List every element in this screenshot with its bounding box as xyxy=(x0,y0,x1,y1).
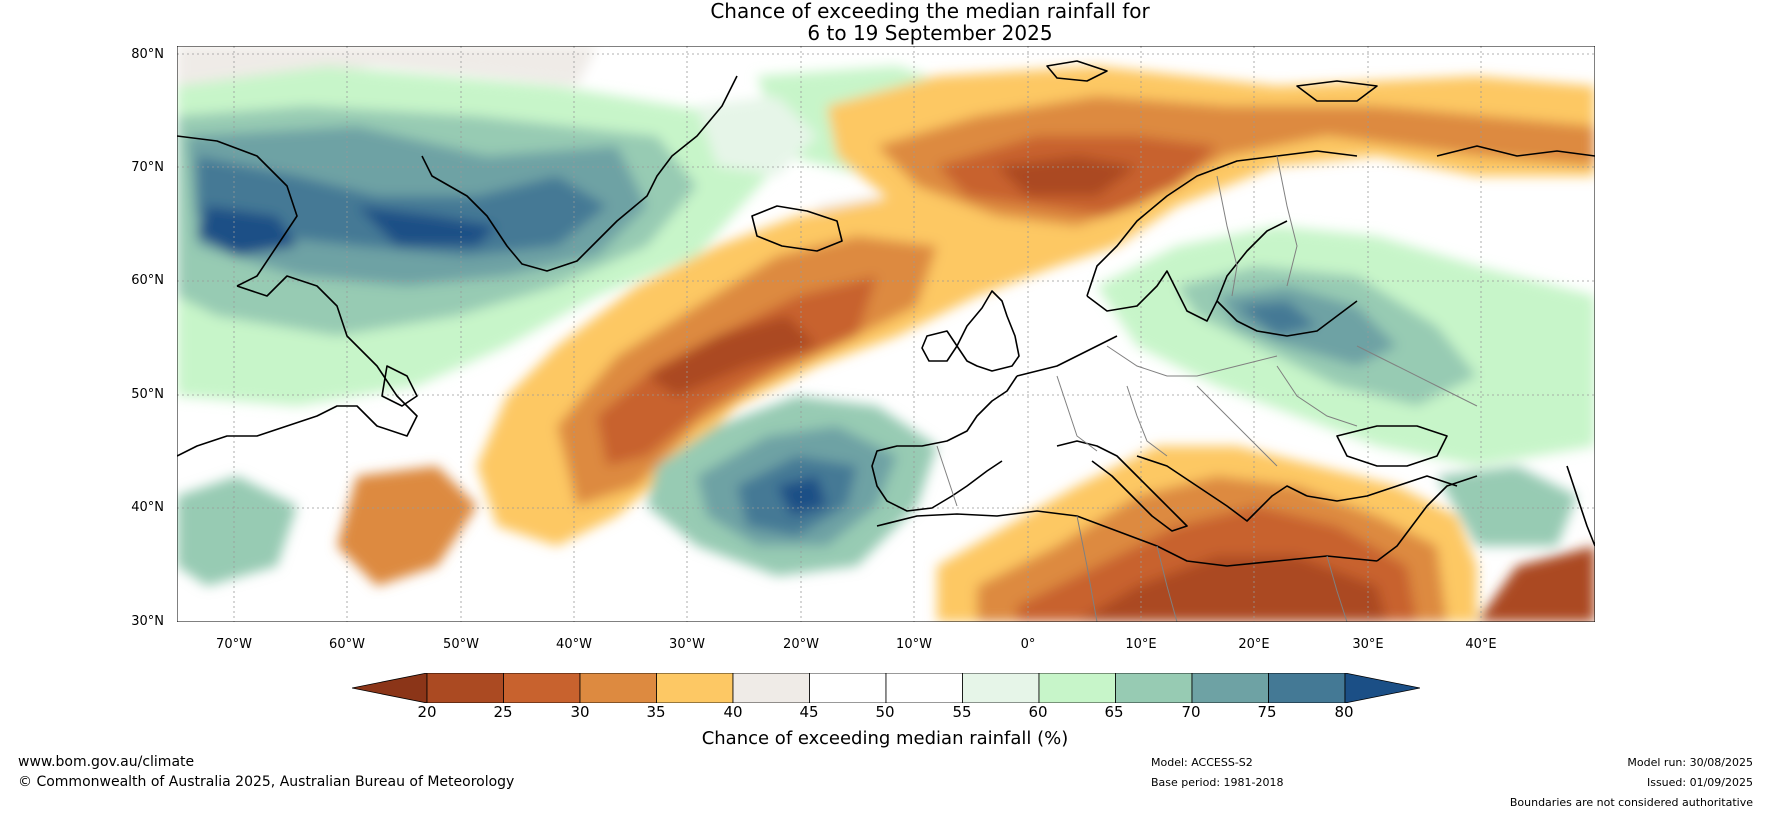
coastlines xyxy=(177,60,1595,567)
source-url: www.bom.gov.au/climate xyxy=(18,754,195,770)
colorbar-label: Chance of exceeding median rainfall (%) xyxy=(701,728,1069,749)
lon-label: 20°E xyxy=(1238,637,1270,652)
colorbar-tick: 65 xyxy=(1104,703,1124,721)
colorbar-tick: 60 xyxy=(1028,703,1048,721)
colorbar-segment xyxy=(962,673,1040,703)
colorbar-tick: 70 xyxy=(1181,703,1201,721)
colorbar-segment xyxy=(1191,673,1269,703)
base-period: Base period: 1981-2018 xyxy=(1151,776,1284,789)
colorbar-tick: 40 xyxy=(723,703,743,721)
lon-label: 10°E xyxy=(1125,637,1157,652)
lon-label: 0° xyxy=(1020,637,1036,652)
lon-label: 30°E xyxy=(1352,637,1384,652)
lat-label: 40°N xyxy=(131,500,164,515)
colorbar-segment xyxy=(656,673,734,703)
issued-date: Issued: 01/09/2025 xyxy=(1646,776,1753,789)
colorbar-tick: 45 xyxy=(799,703,819,721)
colorbar-tick: 80 xyxy=(1334,703,1354,721)
lon-label: 60°W xyxy=(329,637,365,652)
colorbar-tick: 50 xyxy=(875,703,895,721)
colorbar-segment xyxy=(1038,673,1116,703)
graticule xyxy=(177,46,1595,622)
rainfall-map xyxy=(177,46,1595,622)
map-canvas xyxy=(177,46,1595,622)
colorbar-segment xyxy=(426,673,504,703)
colorbar-tick: 55 xyxy=(952,703,972,721)
colorbar-segment xyxy=(885,673,963,703)
colorbar-segment xyxy=(579,673,657,703)
boundaries-disclaimer: Boundaries are not considered authoritat… xyxy=(1509,796,1753,809)
lon-label: 40°W xyxy=(556,637,592,652)
lon-label: 70°W xyxy=(216,637,252,652)
lat-label: 30°N xyxy=(131,614,164,629)
lon-label: 20°W xyxy=(783,637,819,652)
colorbar-extend-high xyxy=(1344,673,1420,703)
colorbar-tick: 35 xyxy=(646,703,666,721)
colorbar-tick: 20 xyxy=(417,703,437,721)
colorbar-segment xyxy=(809,673,887,703)
colorbar-extend-low xyxy=(352,673,428,703)
lon-label: 30°W xyxy=(669,637,705,652)
map-title-line-1: Chance of exceeding the median rainfall … xyxy=(710,0,1150,23)
map-title-line-2: 6 to 19 September 2025 xyxy=(807,21,1053,45)
colorbar-segment xyxy=(1268,673,1346,703)
lon-label: 50°W xyxy=(443,637,479,652)
lat-label: 60°N xyxy=(131,273,164,288)
colorbar-segment xyxy=(1115,673,1193,703)
lat-label: 80°N xyxy=(131,47,164,62)
model-run-date: Model run: 30/08/2025 xyxy=(1627,756,1753,769)
lon-label: 40°E xyxy=(1465,637,1497,652)
colorbar-tick: 25 xyxy=(493,703,513,721)
copyright-text: © Commonwealth of Australia 2025, Austra… xyxy=(18,774,515,790)
colorbar-tick: 75 xyxy=(1257,703,1277,721)
lat-label: 50°N xyxy=(131,387,164,402)
colorbar-segment xyxy=(503,673,581,703)
lat-label: 70°N xyxy=(131,160,164,175)
country-borders xyxy=(936,155,1478,622)
model-name: Model: ACCESS-S2 xyxy=(1151,756,1253,769)
colorbar-segment xyxy=(732,673,810,703)
probability-fields xyxy=(177,46,1595,622)
colorbar-tick: 30 xyxy=(570,703,590,721)
lon-label: 10°W xyxy=(896,637,932,652)
colorbar xyxy=(352,673,1420,703)
